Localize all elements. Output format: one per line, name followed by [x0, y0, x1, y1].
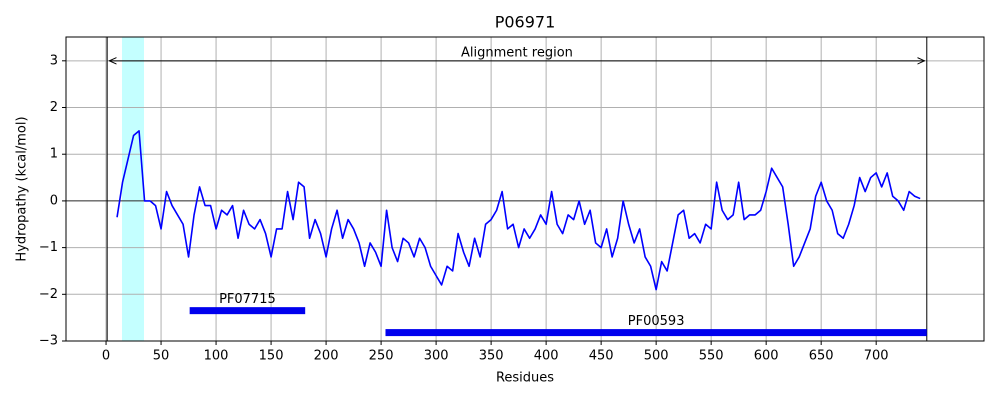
- domain-label: PF07715: [219, 292, 276, 307]
- x-tick-label: 200: [314, 349, 339, 364]
- y-axis-label: Hydropathy (kcal/mol): [15, 116, 30, 261]
- x-tick-label: 0: [102, 349, 110, 364]
- y-tick-label: 1: [50, 147, 58, 162]
- x-tick-label: 600: [754, 349, 779, 364]
- plot-frame: [65, 36, 985, 342]
- x-tick-label: 650: [809, 349, 834, 364]
- y-tick-label: −3: [39, 334, 58, 349]
- x-tick-label: 300: [424, 349, 449, 364]
- y-tick-label: −2: [39, 287, 58, 302]
- highlight-span: [121, 37, 145, 341]
- x-axis-label: Residues: [496, 371, 554, 386]
- x-tick-label: 550: [699, 349, 724, 364]
- y-tick-label: 0: [50, 193, 58, 208]
- y-tick-label: 3: [50, 53, 58, 68]
- x-tick-label: 100: [204, 349, 229, 364]
- hydropathy-line: [116, 130, 921, 291]
- alignment-label: Alignment region: [461, 45, 573, 60]
- x-tick-label: 500: [644, 349, 669, 364]
- domain-label: PF00593: [628, 314, 685, 329]
- x-tick-label: 350: [479, 349, 504, 364]
- domain-bar: [385, 329, 927, 337]
- x-tick-label: 150: [259, 349, 284, 364]
- domain-bar: [189, 307, 306, 315]
- x-tick-label: 50: [153, 349, 170, 364]
- x-tick-label: 250: [369, 349, 394, 364]
- chart-title: P06971: [495, 13, 556, 32]
- x-tick-label: 450: [589, 349, 614, 364]
- x-tick-label: 700: [864, 349, 889, 364]
- y-tick-label: 2: [50, 100, 58, 115]
- y-tick-label: −1: [39, 240, 58, 255]
- x-tick-label: 400: [534, 349, 559, 364]
